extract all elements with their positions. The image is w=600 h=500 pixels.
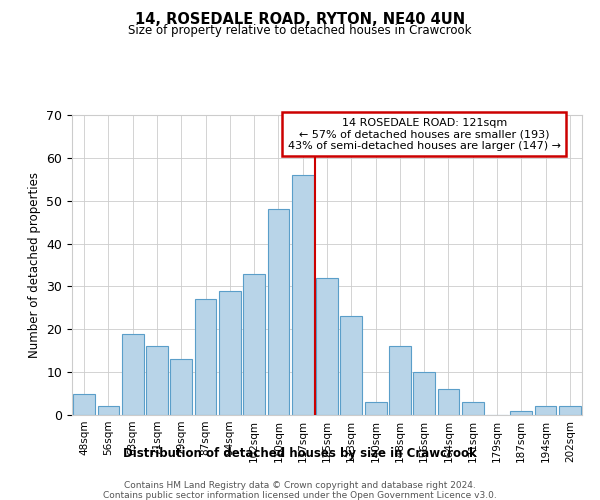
Bar xyxy=(97,406,119,415)
Bar xyxy=(194,300,217,415)
Bar xyxy=(462,402,484,415)
Bar xyxy=(340,316,362,415)
Bar xyxy=(511,410,532,415)
Y-axis label: Number of detached properties: Number of detached properties xyxy=(28,172,41,358)
Bar xyxy=(73,394,95,415)
Text: Contains HM Land Registry data © Crown copyright and database right 2024.: Contains HM Land Registry data © Crown c… xyxy=(124,481,476,490)
Bar xyxy=(292,175,314,415)
Bar xyxy=(535,406,556,415)
Bar xyxy=(243,274,265,415)
Text: Distribution of detached houses by size in Crawcrook: Distribution of detached houses by size … xyxy=(123,448,477,460)
Bar xyxy=(219,290,241,415)
Text: Size of property relative to detached houses in Crawcrook: Size of property relative to detached ho… xyxy=(128,24,472,37)
Bar xyxy=(268,210,289,415)
Text: 14, ROSEDALE ROAD, RYTON, NE40 4UN: 14, ROSEDALE ROAD, RYTON, NE40 4UN xyxy=(135,12,465,28)
Bar xyxy=(437,390,460,415)
Bar xyxy=(413,372,435,415)
Text: Contains public sector information licensed under the Open Government Licence v3: Contains public sector information licen… xyxy=(103,491,497,500)
Bar xyxy=(389,346,411,415)
Text: 14 ROSEDALE ROAD: 121sqm
← 57% of detached houses are smaller (193)
43% of semi-: 14 ROSEDALE ROAD: 121sqm ← 57% of detach… xyxy=(287,118,560,151)
Bar xyxy=(170,360,192,415)
Bar xyxy=(146,346,168,415)
Bar xyxy=(316,278,338,415)
Bar xyxy=(365,402,386,415)
Bar xyxy=(559,406,581,415)
Bar xyxy=(122,334,143,415)
